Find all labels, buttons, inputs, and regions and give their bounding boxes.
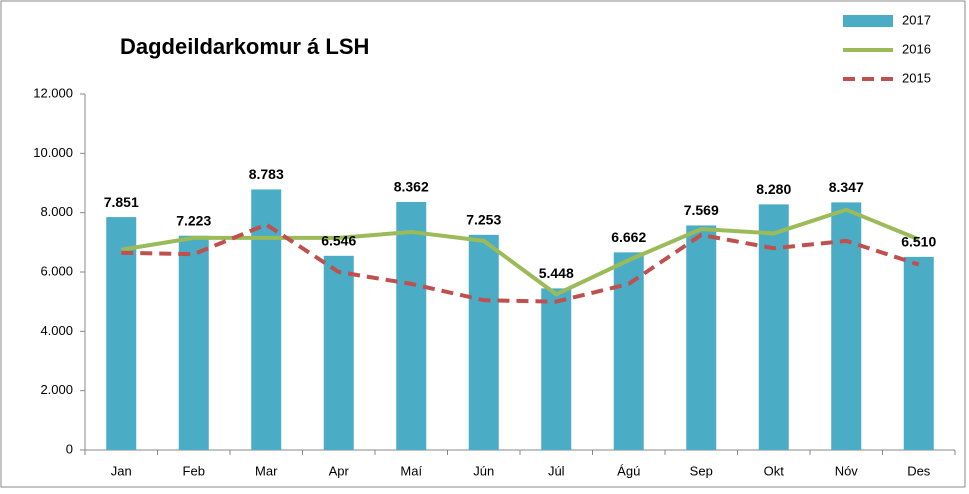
legend-swatch [843,15,893,27]
y-tick-label: 4.000 [40,323,73,338]
data-label: 7.253 [466,212,501,228]
y-tick-label: 12.000 [33,85,73,100]
legend-label: 2016 [902,41,931,56]
x-tick-label: Ágú [617,463,640,478]
bar [178,235,209,450]
x-tick-label: Nóv [835,463,859,478]
chart-title: Dagdeildarkomur á LSH [120,34,369,59]
data-label: 6.510 [901,234,936,250]
y-tick-label: 0 [66,441,73,456]
bar [468,234,499,450]
data-label: 8.783 [249,166,284,182]
x-tick-label: Mar [255,463,278,478]
bar [903,256,934,450]
data-label: 6.662 [611,229,646,245]
data-label: 8.280 [756,181,791,197]
x-tick-label: Feb [183,463,205,478]
x-tick-label: Okt [764,463,785,478]
data-label: 8.347 [829,179,864,195]
x-tick-label: Des [907,463,931,478]
bar [758,204,789,450]
data-label: 8.362 [394,179,429,195]
data-label: 7.223 [176,212,211,228]
x-tick-label: Apr [329,463,350,478]
y-tick-label: 8.000 [40,204,73,219]
data-label: 7.851 [104,194,139,210]
x-tick-label: Sep [690,463,713,478]
data-label: 7.569 [684,202,719,218]
y-tick-label: 2.000 [40,382,73,397]
y-tick-label: 10.000 [33,145,73,160]
bar [396,201,427,450]
x-tick-label: Maí [400,463,422,478]
y-tick-label: 6.000 [40,263,73,278]
bar [831,202,862,450]
line [121,222,920,304]
bar [541,288,572,450]
data-label: 6.546 [321,233,356,249]
x-tick-label: Jún [473,463,494,478]
legend-label: 2015 [902,70,931,85]
bar [106,217,137,450]
legend-label: 2017 [902,12,931,27]
bar [686,225,717,450]
x-tick-label: Júl [548,463,565,478]
bar [323,255,354,450]
data-label: 5.448 [539,265,574,281]
x-tick-label: Jan [111,463,132,478]
line [120,207,920,297]
